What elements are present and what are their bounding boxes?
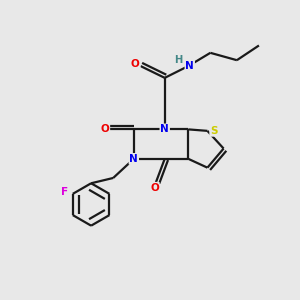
- Text: N: N: [160, 124, 169, 134]
- Text: O: O: [131, 59, 140, 69]
- Text: S: S: [210, 126, 218, 136]
- Text: N: N: [129, 154, 138, 164]
- Text: O: O: [100, 124, 109, 134]
- Text: F: F: [61, 188, 68, 197]
- Text: O: O: [150, 183, 159, 193]
- Text: N: N: [185, 61, 194, 71]
- Text: H: H: [174, 55, 182, 65]
